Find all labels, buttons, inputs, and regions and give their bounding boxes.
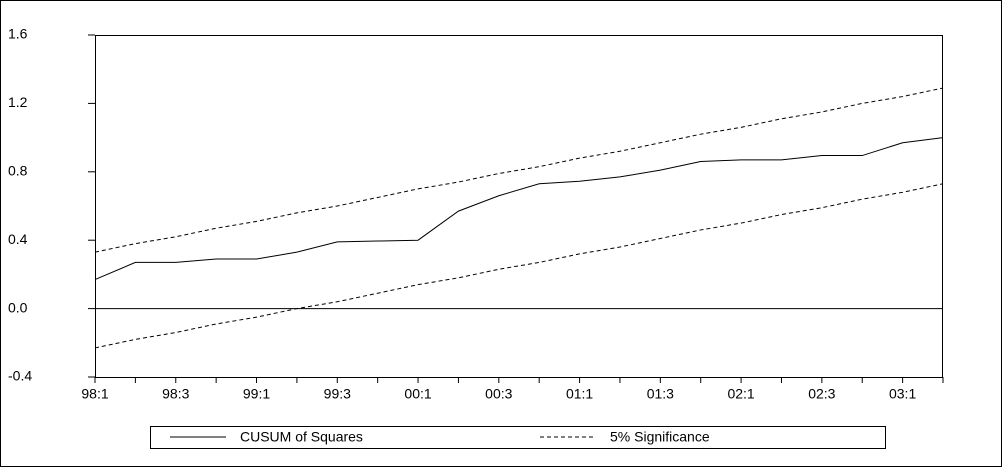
series-line: [94, 183, 944, 349]
x-tick-label: 99:1: [243, 386, 270, 402]
x-tick-label: 00:1: [404, 386, 431, 402]
legend-box: [150, 426, 886, 449]
y-tick-label: 0.4: [8, 231, 28, 247]
y-tick-label: 0.8: [8, 163, 28, 179]
y-tick-label: 1.2: [8, 94, 28, 110]
legend-label: CUSUM of Squares: [240, 429, 363, 445]
series-line: [94, 87, 944, 253]
x-tick-label: 03:1: [889, 386, 916, 402]
series-line: [94, 137, 944, 280]
x-tick-label: 01:1: [566, 386, 593, 402]
y-tick-label: 1.6: [8, 26, 28, 42]
x-tick-label: 98:3: [162, 386, 189, 402]
x-tick-label: 98:1: [81, 386, 108, 402]
x-tick-label: 02:3: [808, 386, 835, 402]
y-tick-label: -0.4: [8, 368, 32, 384]
x-tick-label: 99:3: [324, 386, 351, 402]
y-tick-label: 0.0: [8, 299, 28, 315]
x-tick-label: 02:1: [727, 386, 754, 402]
x-tick-label: 01:3: [647, 386, 674, 402]
legend-label: 5% Significance: [610, 429, 710, 445]
x-tick-label: 00:3: [485, 386, 512, 402]
plot-area: [95, 35, 943, 378]
